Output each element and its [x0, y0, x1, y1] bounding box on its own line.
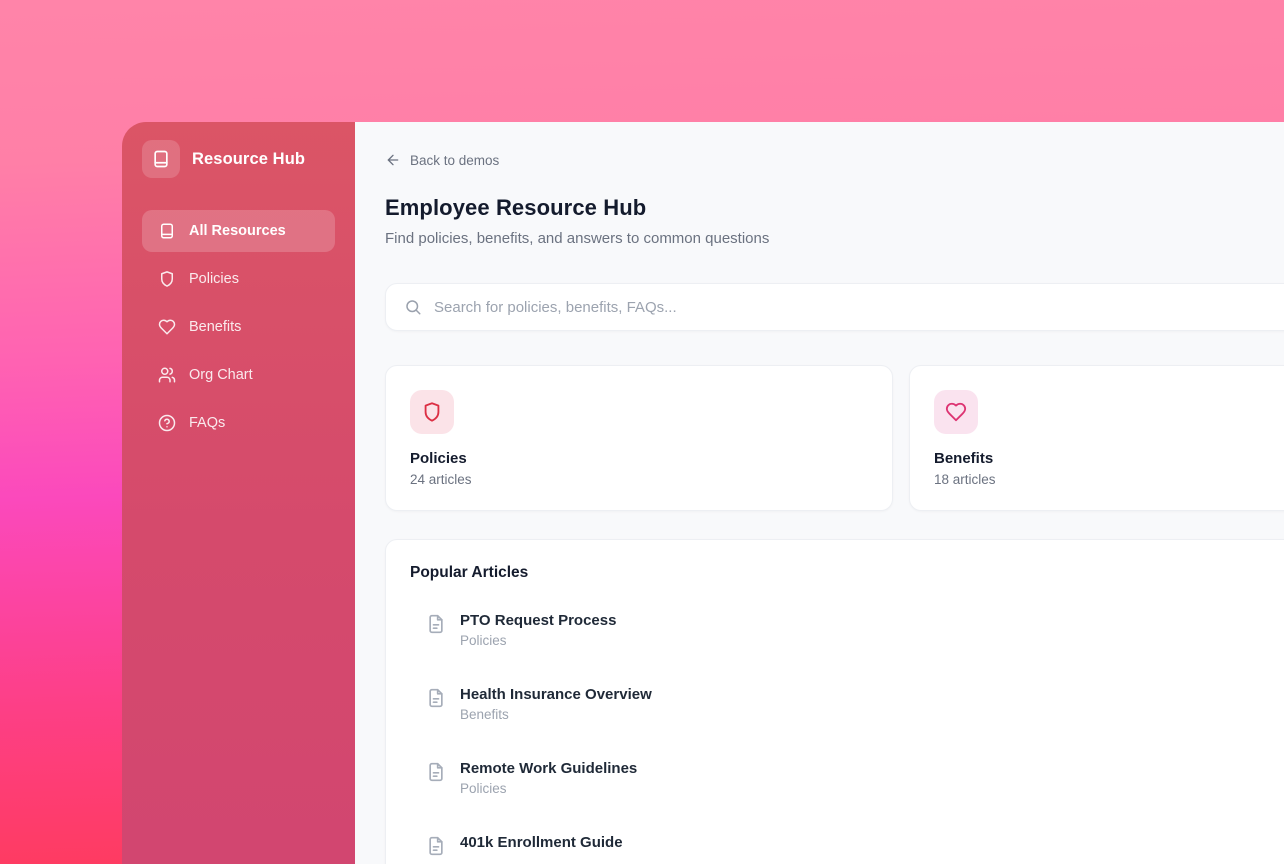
article-category: Policies — [460, 781, 507, 796]
sidebar-nav: All Resources Policies Benefits Org Char… — [142, 210, 335, 444]
shield-icon — [410, 390, 454, 434]
article-category: Benefits — [460, 707, 509, 722]
category-card-title: Policies — [410, 450, 467, 467]
sidebar-item-label: Policies — [189, 271, 239, 287]
article-title: Health Insurance Overview — [460, 686, 652, 703]
category-card-benefits[interactable]: Benefits 18 articles — [909, 365, 1284, 511]
category-card-count: 18 articles — [934, 472, 996, 487]
sidebar-item-org-chart[interactable]: Org Chart — [142, 354, 335, 396]
category-card-title: Benefits — [934, 450, 994, 467]
book-icon — [151, 149, 171, 169]
heart-icon — [158, 318, 176, 336]
file-text-icon — [426, 614, 446, 634]
sidebar-item-policies[interactable]: Policies — [142, 258, 335, 300]
article-text: 401k Enrollment Guide — [460, 834, 623, 855]
sidebar-item-label: FAQs — [189, 415, 226, 431]
sidebar-item-label: Benefits — [189, 319, 242, 335]
popular-articles-heading: Popular Articles — [410, 564, 529, 581]
article-row-401k-enrollment-guide[interactable]: 401k Enrollment Guide — [410, 820, 1284, 864]
article-row-pto-request-process[interactable]: PTO Request Process Policies — [410, 598, 1284, 662]
back-to-demos-link[interactable]: Back to demos — [385, 152, 499, 168]
app-window: Resource Hub All Resources Policies Bene… — [122, 122, 1284, 864]
article-text: Health Insurance Overview Benefits — [460, 686, 652, 722]
article-row-remote-work-guidelines[interactable]: Remote Work Guidelines Policies — [410, 746, 1284, 810]
sidebar: Resource Hub All Resources Policies Bene… — [122, 122, 355, 864]
article-title: Remote Work Guidelines — [460, 760, 638, 777]
category-card-policies[interactable]: Policies 24 articles — [385, 365, 893, 511]
sidebar-item-faqs[interactable]: FAQs — [142, 402, 335, 444]
search-input[interactable] — [434, 298, 1284, 316]
shield-icon — [158, 270, 176, 288]
file-text-icon — [426, 762, 446, 782]
article-title: PTO Request Process — [460, 612, 617, 629]
article-row-health-insurance-overview[interactable]: Health Insurance Overview Benefits — [410, 672, 1284, 736]
sidebar-item-label: Org Chart — [189, 367, 253, 383]
article-text: Remote Work Guidelines Policies — [460, 760, 637, 796]
page-subtitle: Find policies, benefits, and answers to … — [385, 230, 770, 247]
popular-articles-card: Popular Articles PTO Request Process Pol… — [385, 539, 1284, 864]
article-list: PTO Request Process Policies Health Insu… — [410, 598, 1284, 864]
users-icon — [158, 366, 176, 384]
back-link-label: Back to demos — [410, 152, 500, 168]
search-bar[interactable] — [385, 283, 1284, 331]
search-icon — [404, 298, 422, 316]
file-text-icon — [426, 836, 446, 856]
help-circle-icon — [158, 414, 176, 432]
main-panel: Back to demos Employee Resource Hub Find… — [355, 122, 1284, 864]
file-text-icon — [426, 688, 446, 708]
sidebar-item-all-resources[interactable]: All Resources — [142, 210, 335, 252]
article-title: 401k Enrollment Guide — [460, 834, 623, 851]
category-cards-row: Policies 24 articles Benefits 18 article… — [385, 365, 1284, 511]
page-title: Employee Resource Hub — [385, 195, 647, 220]
sidebar-item-label: All Resources — [189, 223, 286, 239]
heart-icon — [934, 390, 978, 434]
arrow-left-icon — [385, 152, 401, 168]
sidebar-item-benefits[interactable]: Benefits — [142, 306, 335, 348]
category-card-count: 24 articles — [410, 472, 472, 487]
book-icon — [158, 222, 176, 240]
app-title: Resource Hub — [192, 149, 306, 168]
article-text: PTO Request Process Policies — [460, 612, 616, 648]
sidebar-logo-row: Resource Hub — [142, 140, 335, 178]
resource-hub-logo — [142, 140, 180, 178]
main-content: Back to demos Employee Resource Hub Find… — [355, 122, 1284, 864]
article-category: Policies — [460, 633, 507, 648]
